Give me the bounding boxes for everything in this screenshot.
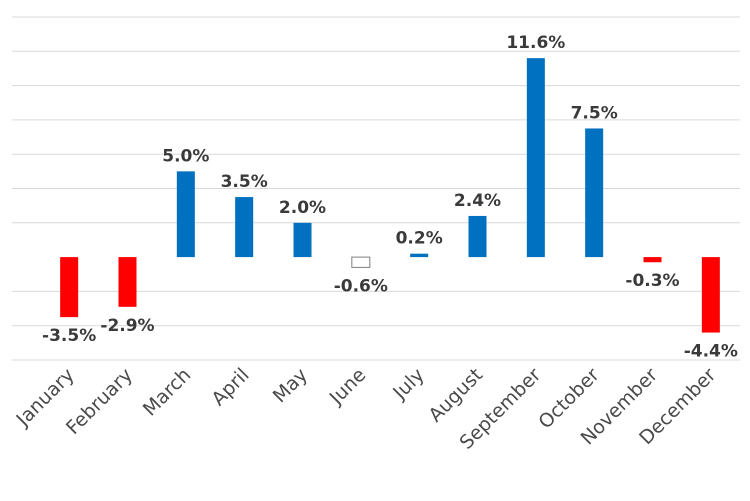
- bar-may: [293, 222, 312, 258]
- data-label-september: 11.6%: [506, 33, 565, 53]
- data-label-june: -0.6%: [334, 276, 388, 296]
- x-tick-label-july: July: [388, 364, 428, 404]
- bar-july: [410, 253, 429, 258]
- x-tick-label-june: June: [325, 364, 371, 410]
- bars: [60, 58, 720, 333]
- data-label-december: -4.4%: [684, 342, 738, 362]
- data-label-october: 7.5%: [571, 103, 618, 123]
- x-tick-label-april: April: [207, 364, 253, 410]
- data-labels: -3.5%-2.9% 5.0% 3.5% 2.0% -0.6% 0.2% 2.4% 11.6%…: [42, 33, 738, 361]
- bar-march: [176, 171, 195, 258]
- data-label-april: 3.5%: [221, 172, 268, 192]
- data-label-january: -3.5%: [42, 326, 96, 346]
- bar-september: [526, 58, 545, 258]
- bar-june: [351, 256, 371, 268]
- bar-august: [468, 215, 487, 258]
- bar-november: [643, 257, 662, 263]
- gridlines: [12, 16, 740, 361]
- data-label-may: 2.0%: [279, 198, 326, 218]
- bar-february: [118, 257, 137, 307]
- bar-april: [235, 197, 254, 258]
- data-label-november: -0.3%: [625, 271, 679, 291]
- bar-october: [585, 128, 604, 258]
- bar-december: [701, 257, 720, 333]
- bar-january: [60, 257, 79, 318]
- x-tick-label-may: May: [269, 364, 312, 407]
- data-label-march: 5.0%: [162, 146, 209, 166]
- data-label-february: -2.9%: [100, 316, 154, 336]
- data-label-july: 0.2%: [396, 229, 443, 249]
- data-label-august: 2.4%: [454, 191, 501, 211]
- x-tick-label-march: March: [139, 364, 196, 421]
